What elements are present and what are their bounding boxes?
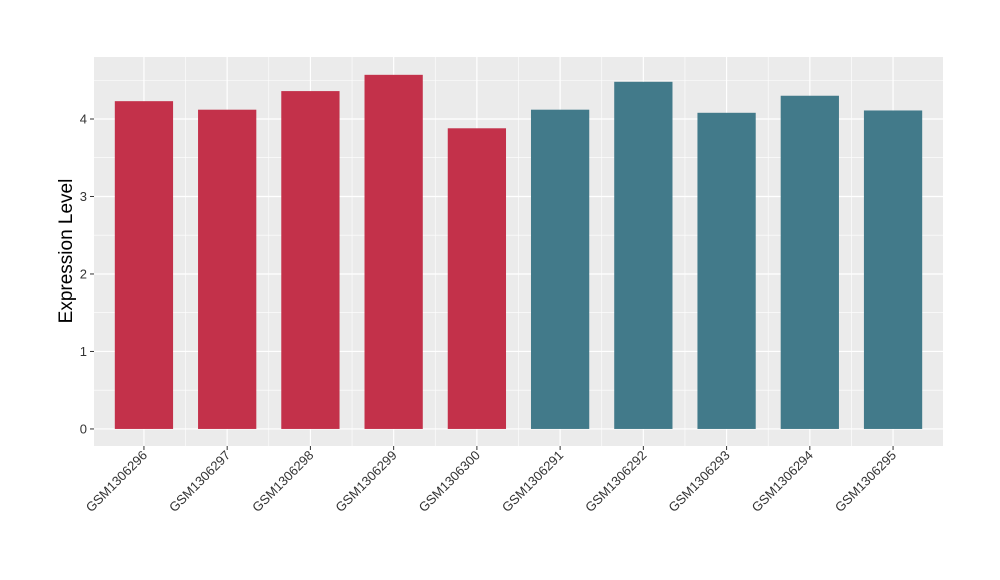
y-tick-label: 4 (80, 111, 87, 126)
bar-GSM1306300 (447, 128, 507, 429)
x-tick-label: GSM1306294 (749, 448, 816, 515)
x-tick-label: GSM1306296 (83, 448, 150, 515)
x-tick-label: GSM1306295 (832, 448, 899, 515)
bar-GSM1306292 (614, 81, 673, 429)
bar-GSM1306291 (530, 109, 590, 429)
x-tick-label: GSM1306292 (582, 448, 649, 515)
bar-GSM1306299 (364, 74, 423, 429)
bar-GSM1306297 (198, 109, 257, 429)
x-tick-label: GSM1306299 (332, 448, 399, 515)
y-tick-label: 0 (80, 421, 87, 436)
y-tick-label: 1 (80, 344, 87, 359)
x-tick-label: GSM1306293 (665, 448, 732, 515)
bar-GSM1306298 (281, 91, 340, 429)
bar-GSM1306295 (863, 110, 923, 429)
y-tick-label: 2 (80, 266, 87, 281)
x-tick-label: GSM1306297 (166, 448, 233, 515)
bars (114, 74, 923, 429)
y-axis: 0 1 2 3 4 (80, 111, 94, 436)
x-tick-label: GSM1306298 (249, 448, 316, 515)
bar-GSM1306296 (114, 101, 174, 429)
bar-GSM1306294 (780, 95, 839, 429)
x-tick-label: GSM1306291 (499, 448, 566, 515)
x-tick-label: GSM1306300 (416, 448, 483, 515)
y-axis-title: Expression Level (56, 179, 77, 324)
y-tick-label: 3 (80, 189, 87, 204)
x-axis: GSM1306296 GSM1306297 GSM1306298 GSM1306299… (83, 446, 899, 515)
bar-GSM1306293 (697, 112, 756, 429)
